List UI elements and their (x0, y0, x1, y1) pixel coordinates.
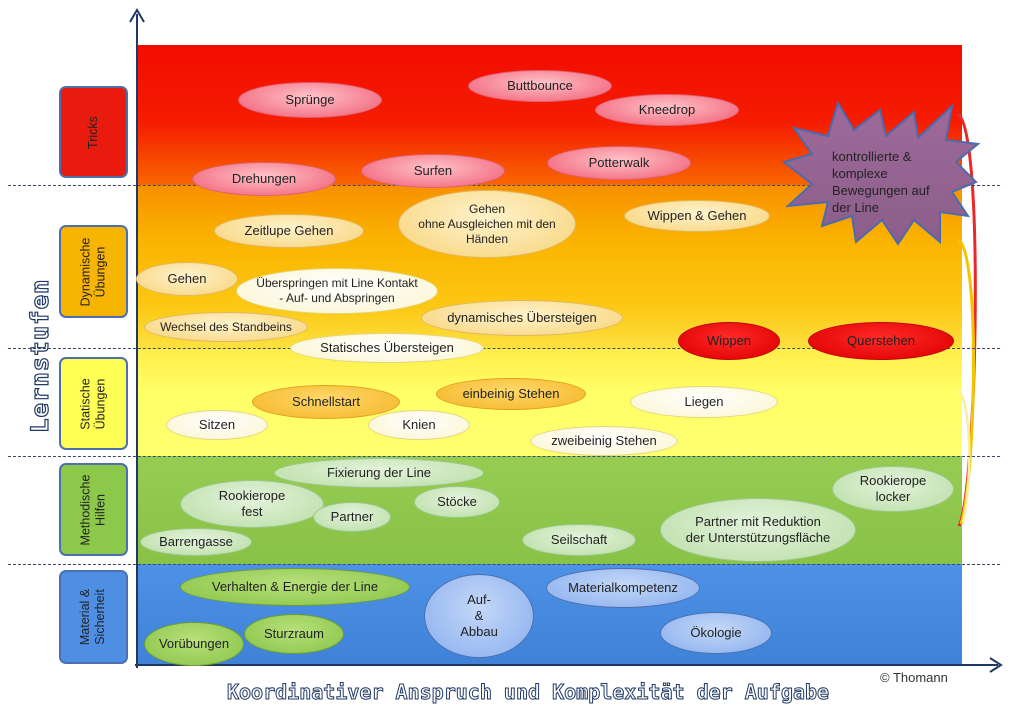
category-statisch: Statische Übungen (59, 357, 128, 450)
item-statisches-uebersteigen: Statisches Übersteigen (290, 333, 484, 363)
x-axis-title: Koordinativer Anspruch und Komplexität d… (226, 680, 830, 705)
category-tricks: Tricks (59, 86, 128, 178)
item-partner: Partner (313, 502, 391, 532)
item-rookierope-locker: Rookierope locker (832, 466, 954, 512)
item-liegen: Liegen (630, 386, 778, 418)
item-gehen: Gehen (136, 262, 238, 296)
item-dynamisches-uebersteigen: dynamisches Übersteigen (421, 300, 623, 336)
separator-line (8, 456, 1000, 457)
item-spruenge: Sprünge (238, 82, 382, 118)
item-stoecke: Stöcke (414, 486, 500, 518)
item-buttbounce: Buttbounce (468, 70, 612, 102)
separator-line (8, 348, 1000, 349)
item-schnellstart: Schnellstart (252, 385, 400, 419)
progression-curves (956, 112, 977, 527)
item-drehungen: Drehungen (192, 162, 336, 196)
item-ueberspringen: Überspringen mit Line Kontakt - Auf- und… (236, 268, 438, 314)
item-zeitlupe-gehen: Zeitlupe Gehen (214, 214, 364, 248)
category-label: Methodische Hilfen (78, 474, 108, 545)
category-label: Dynamische Übungen (78, 237, 108, 306)
item-rookierope-fest: Rookierope fest (180, 480, 324, 528)
category-dynamisch: Dynamische Übungen (59, 225, 128, 318)
starburst-text: kontrollierte & komplexe Bewegungen auf … (832, 149, 930, 215)
item-oekologie: Ökologie (660, 612, 772, 654)
separator-line (8, 564, 1000, 565)
separator-line (8, 185, 1000, 186)
item-wippen-gehen: Wippen & Gehen (624, 200, 770, 232)
category-material: Material & Sicherheit (59, 570, 128, 664)
item-gehen-ohne-ausgleichen: Gehen ohne Ausgleichen mit den Händen (398, 190, 576, 258)
item-fixierung: Fixierung der Line (274, 458, 484, 488)
item-wechsel-standbein: Wechsel des Standbeins (144, 312, 308, 342)
item-auf-abbau: Auf- & Abbau (424, 574, 534, 658)
item-verhalten-energie: Verhalten & Energie der Line (180, 568, 410, 606)
item-kneedrop: Kneedrop (595, 94, 739, 126)
item-querstehen: Querstehen (808, 322, 954, 360)
item-potterwalk: Potterwalk (547, 146, 691, 180)
category-label: Statische Übungen (78, 377, 108, 430)
item-barrengasse: Barrengasse (140, 528, 252, 556)
y-axis-title: Lernstufen (25, 278, 54, 434)
item-seilschaft: Seilschaft (522, 524, 636, 556)
category-label: Tricks (86, 115, 100, 149)
item-wippen: Wippen (678, 322, 780, 360)
item-einbeinig-stehen: einbeinig Stehen (436, 378, 586, 410)
item-voruebungen: Vorübungen (144, 622, 244, 666)
item-materialkompetenz: Materialkompetenz (546, 568, 700, 608)
copyright: © Thomann (880, 670, 948, 685)
item-partner-reduktion: Partner mit Reduktion der Unterstützungs… (660, 498, 856, 562)
item-sturzraum: Sturzraum (244, 614, 344, 654)
item-sitzen: Sitzen (166, 410, 268, 440)
item-knien: Knien (368, 410, 470, 440)
item-surfen: Surfen (361, 154, 505, 188)
category-label: Material & Sicherheit (78, 588, 108, 646)
item-zweibeinig-stehen: zweibeinig Stehen (530, 426, 678, 456)
category-methodisch: Methodische Hilfen (59, 463, 128, 556)
starburst-shape (782, 100, 981, 246)
